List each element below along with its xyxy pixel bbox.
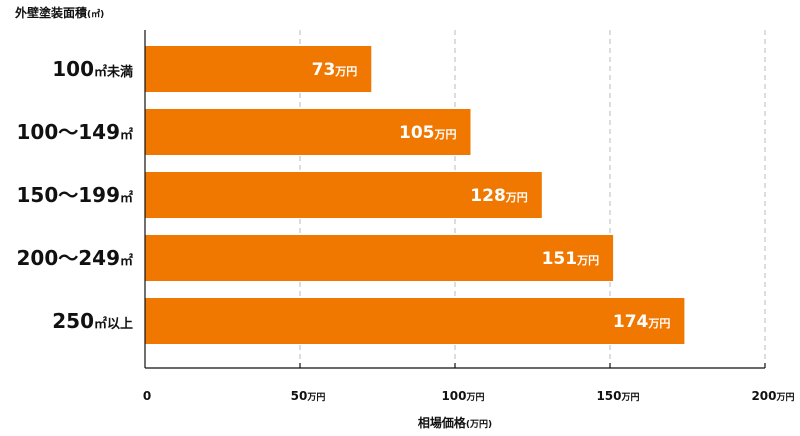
y-axis-title-text: 外壁塗装面積 (15, 5, 88, 20)
category-label: 200～249㎡ (16, 246, 133, 270)
bar-value-label: 174万円 (613, 312, 671, 332)
bar-value-label: 73万円 (312, 60, 358, 80)
bar (145, 172, 542, 218)
x-tick-label: 200万円 (751, 389, 794, 403)
bar (145, 235, 614, 281)
x-tick-label: 50万円 (291, 389, 326, 403)
x-axis-title: 相場価格(万円) (418, 415, 492, 430)
axes (144, 30, 765, 369)
category-label: 150～199㎡ (16, 183, 133, 207)
x-axis-title-unit: (万円) (466, 419, 492, 430)
x-tick-label: 0 (143, 389, 151, 403)
bar-value-label: 151万円 (542, 249, 600, 269)
bar (145, 109, 471, 155)
x-axis-title-text: 相場価格 (418, 415, 467, 430)
bars (145, 46, 685, 344)
category-label: 100㎡未満 (52, 57, 133, 81)
y-axis-title-unit: (㎡) (87, 8, 104, 20)
bar-value-label: 105万円 (399, 123, 457, 143)
category-label: 250㎡以上 (52, 309, 133, 333)
category-label: 100～149㎡ (16, 120, 133, 144)
labels: 外壁塗装面積(㎡) 相場価格(万円) 0 50万円 100万円 150万円 200万円 7… (15, 5, 795, 430)
y-axis-title: 外壁塗装面積(㎡) (15, 5, 104, 20)
x-tick-label: 100万円 (441, 389, 484, 403)
bar (145, 46, 372, 92)
bar (145, 298, 685, 344)
x-tick-label: 150万円 (596, 389, 639, 403)
bar-value-label: 128万円 (470, 186, 528, 206)
